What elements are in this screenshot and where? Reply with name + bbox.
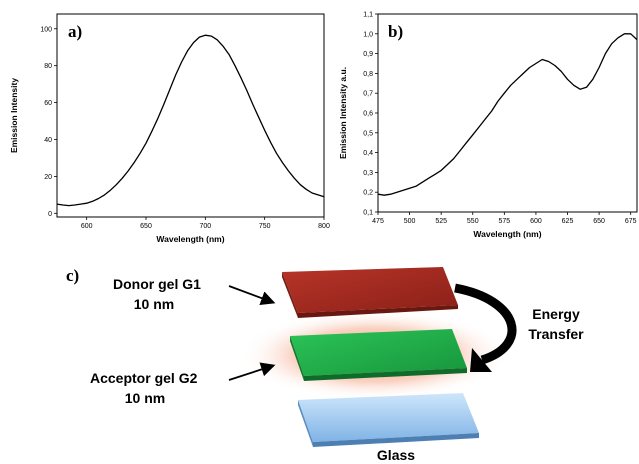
y-tick-label: 40 xyxy=(44,137,52,144)
acceptor-label-line2: 10 nm xyxy=(125,390,165,406)
y-tick-label: 0,4 xyxy=(363,150,373,157)
y-tick-label: 100 xyxy=(40,26,52,33)
transfer-label-line2: Transfer xyxy=(528,326,584,342)
y-tick-label: 0,6 xyxy=(363,111,373,118)
series-line xyxy=(56,34,325,207)
series-line xyxy=(377,33,638,196)
panel-label: a) xyxy=(68,22,82,41)
energy-transfer-arrowhead xyxy=(470,348,492,372)
y-tick-label: 1,0 xyxy=(363,31,373,38)
glass-label: Glass xyxy=(377,447,415,463)
energy-transfer-diagram: c) Donor gel G1 10 nm Acceptor ge xyxy=(66,266,584,463)
acceptor-pointer-arrow xyxy=(228,362,276,381)
x-tick-label: 700 xyxy=(199,223,211,230)
chart-panel-a: 600 650 700 750 800 0 20 40 60 80 100 Wavelength (n… xyxy=(9,13,330,244)
x-tick-label: 575 xyxy=(498,218,510,225)
x-axis-label: Wavelength (nm) xyxy=(156,234,224,244)
y-axis-label: Emission Intensity xyxy=(9,78,19,153)
chart-panel-b: 475 500 525 550 575 600 625 650 675 0,1 0,2 0,3 0,4 0… xyxy=(338,12,638,239)
y-tick-label: 0,1 xyxy=(363,210,373,217)
y-tick-label: 0,5 xyxy=(363,130,373,137)
donor-gel-slab xyxy=(282,267,458,318)
plot-frame xyxy=(56,13,325,218)
y-tick-label: 0,7 xyxy=(363,91,373,98)
y-tick-label: 0,9 xyxy=(363,51,373,58)
transfer-label-line1: Energy xyxy=(532,306,580,322)
panel-label-c: c) xyxy=(66,266,79,285)
plot-frame xyxy=(377,13,638,213)
x-tick-label: 675 xyxy=(625,218,637,225)
x-tick-label: 550 xyxy=(467,218,479,225)
energy-transfer-arrow xyxy=(454,283,517,365)
x-tick-label: 625 xyxy=(562,218,574,225)
x-tick-label: 650 xyxy=(593,218,605,225)
donor-label-line1: Donor gel G1 xyxy=(113,276,201,292)
y-tick-label: 0,3 xyxy=(363,170,373,177)
y-tick-label: 0,8 xyxy=(363,71,373,78)
acceptor-gel-slab xyxy=(290,329,467,381)
x-tick-label: 750 xyxy=(259,223,271,230)
x-tick-label: 600 xyxy=(81,223,93,230)
x-tick-label: 650 xyxy=(140,223,152,230)
x-tick-label: 800 xyxy=(318,223,330,230)
x-tick-label: 475 xyxy=(372,218,384,225)
y-tick-label: 80 xyxy=(44,63,52,70)
y-tick-label: 0 xyxy=(48,211,52,218)
donor-pointer-arrow xyxy=(228,285,276,305)
y-tick-label: 0,2 xyxy=(363,190,373,197)
panel-label: b) xyxy=(388,22,403,41)
y-tick-label: 20 xyxy=(44,174,52,181)
glass-slab xyxy=(298,393,479,447)
x-tick-label: 525 xyxy=(435,218,447,225)
acceptor-label-line1: Acceptor gel G2 xyxy=(90,370,198,386)
donor-label-line2: 10 nm xyxy=(134,296,174,312)
y-tick-label: 1,1 xyxy=(363,12,373,19)
x-axis-label: Wavelength (nm) xyxy=(473,229,541,239)
y-axis-label: Emission Intensity a.u. xyxy=(338,67,348,159)
x-tick-label: 600 xyxy=(530,218,542,225)
x-tick-label: 500 xyxy=(404,218,416,225)
y-tick-label: 60 xyxy=(44,100,52,107)
